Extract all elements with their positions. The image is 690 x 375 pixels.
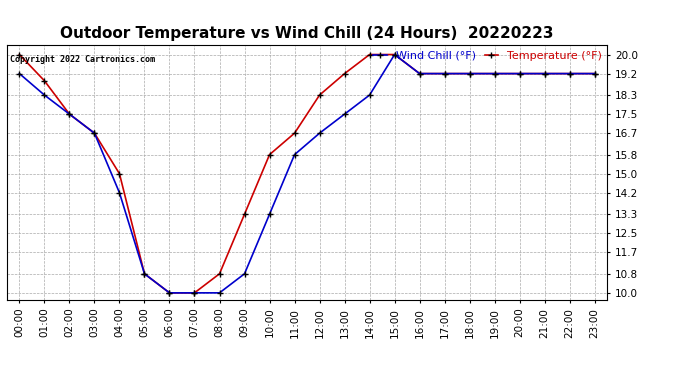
- Temperature (°F): [340, 71, 348, 76]
- Wind Chill (°F): [40, 93, 48, 97]
- Temperature (°F): [466, 71, 474, 76]
- Wind Chill (°F): [240, 272, 248, 276]
- Temperature (°F): [90, 131, 99, 135]
- Title: Outdoor Temperature vs Wind Chill (24 Hours)  20220223: Outdoor Temperature vs Wind Chill (24 Ho…: [60, 26, 554, 41]
- Temperature (°F): [215, 272, 224, 276]
- Line: Wind Chill (°F): Wind Chill (°F): [16, 51, 598, 296]
- Temperature (°F): [566, 71, 574, 76]
- Temperature (°F): [591, 71, 599, 76]
- Wind Chill (°F): [366, 93, 374, 97]
- Wind Chill (°F): [540, 71, 549, 76]
- Temperature (°F): [190, 291, 199, 295]
- Wind Chill (°F): [566, 71, 574, 76]
- Wind Chill (°F): [266, 212, 274, 216]
- Temperature (°F): [266, 152, 274, 157]
- Temperature (°F): [415, 71, 424, 76]
- Temperature (°F): [491, 71, 499, 76]
- Wind Chill (°F): [290, 152, 299, 157]
- Wind Chill (°F): [315, 131, 324, 135]
- Wind Chill (°F): [115, 190, 124, 195]
- Wind Chill (°F): [591, 71, 599, 76]
- Temperature (°F): [315, 93, 324, 97]
- Line: Temperature (°F): Temperature (°F): [16, 51, 598, 296]
- Temperature (°F): [66, 112, 74, 116]
- Temperature (°F): [391, 52, 399, 57]
- Wind Chill (°F): [391, 52, 399, 57]
- Temperature (°F): [15, 52, 23, 57]
- Wind Chill (°F): [90, 131, 99, 135]
- Wind Chill (°F): [15, 71, 23, 76]
- Text: Copyright 2022 Cartronics.com: Copyright 2022 Cartronics.com: [10, 55, 155, 64]
- Wind Chill (°F): [140, 272, 148, 276]
- Temperature (°F): [240, 212, 248, 216]
- Temperature (°F): [290, 131, 299, 135]
- Wind Chill (°F): [166, 291, 174, 295]
- Wind Chill (°F): [440, 71, 449, 76]
- Wind Chill (°F): [491, 71, 499, 76]
- Wind Chill (°F): [190, 291, 199, 295]
- Temperature (°F): [166, 291, 174, 295]
- Temperature (°F): [140, 272, 148, 276]
- Temperature (°F): [40, 78, 48, 83]
- Wind Chill (°F): [415, 71, 424, 76]
- Wind Chill (°F): [340, 112, 348, 116]
- Wind Chill (°F): [515, 71, 524, 76]
- Wind Chill (°F): [66, 112, 74, 116]
- Wind Chill (°F): [466, 71, 474, 76]
- Temperature (°F): [440, 71, 449, 76]
- Temperature (°F): [366, 52, 374, 57]
- Temperature (°F): [540, 71, 549, 76]
- Legend: Wind Chill (°F), Temperature (°F): Wind Chill (°F), Temperature (°F): [373, 51, 602, 60]
- Temperature (°F): [515, 71, 524, 76]
- Temperature (°F): [115, 171, 124, 176]
- Wind Chill (°F): [215, 291, 224, 295]
